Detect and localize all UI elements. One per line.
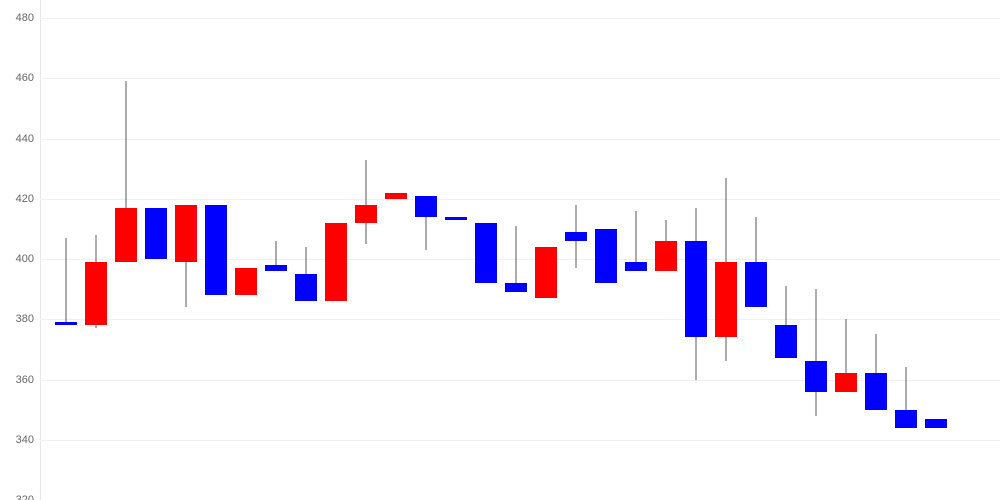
candle [655, 0, 677, 500]
candle-body [715, 262, 737, 337]
candle [685, 0, 707, 500]
candle-body [805, 361, 827, 391]
candle-body [505, 283, 527, 292]
candle-body [655, 241, 677, 271]
candle [715, 0, 737, 500]
candle-body [145, 208, 167, 259]
candle-body [175, 205, 197, 262]
y-tick-label: 340 [16, 434, 40, 446]
candle-body [235, 268, 257, 295]
candle [265, 0, 287, 500]
candle-body [565, 232, 587, 241]
candle [145, 0, 167, 500]
candle-wick [816, 289, 817, 416]
candle [115, 0, 137, 500]
candle-body [445, 217, 467, 220]
candle-body [85, 262, 107, 325]
candle [595, 0, 617, 500]
candle [925, 0, 947, 500]
candle [895, 0, 917, 500]
y-tick-label: 320 [16, 494, 40, 500]
y-tick-label: 420 [16, 193, 40, 205]
candle-body [475, 223, 497, 283]
candle [175, 0, 197, 500]
candle [295, 0, 317, 500]
plot-area: 320340360380400420440460480 [40, 0, 1000, 500]
candle [55, 0, 77, 500]
y-tick-label: 480 [16, 12, 40, 24]
y-tick-label: 360 [16, 374, 40, 386]
y-tick-label: 440 [16, 133, 40, 145]
candlestick-chart: 320 340 360 380 400 420 440 460 480 [0, 0, 1000, 500]
candle [625, 0, 647, 500]
candle [835, 0, 857, 500]
candle [235, 0, 257, 500]
candle-body [865, 373, 887, 409]
y-tick-label: 380 [16, 313, 40, 325]
candle [775, 0, 797, 500]
candle [415, 0, 437, 500]
y-axis-line [40, 0, 41, 500]
candle [475, 0, 497, 500]
candle-body [295, 274, 317, 301]
y-tick-label: 400 [16, 253, 40, 265]
candle [385, 0, 407, 500]
candle [565, 0, 587, 500]
candle-body [625, 262, 647, 271]
candle [325, 0, 347, 500]
candle-wick [366, 160, 367, 244]
candle-wick [66, 238, 67, 325]
candle [85, 0, 107, 500]
candle-body [415, 196, 437, 217]
candle [355, 0, 377, 500]
candle [535, 0, 557, 500]
candle-body [685, 241, 707, 337]
candle-body [115, 208, 137, 262]
candle-body [595, 229, 617, 283]
candle-body [745, 262, 767, 307]
candle [805, 0, 827, 500]
candle-body [265, 265, 287, 271]
candle [865, 0, 887, 500]
candle [745, 0, 767, 500]
candle [505, 0, 527, 500]
candle-body [835, 373, 857, 391]
candle-body [55, 322, 77, 325]
candle [445, 0, 467, 500]
candle-body [925, 419, 947, 428]
candle [205, 0, 227, 500]
candle-body [325, 223, 347, 301]
candle-body [775, 325, 797, 358]
candle-body [385, 193, 407, 199]
candle-body [355, 205, 377, 223]
candle-body [895, 410, 917, 428]
candle-body [205, 205, 227, 295]
y-tick-label: 460 [16, 72, 40, 84]
candle-body [535, 247, 557, 298]
